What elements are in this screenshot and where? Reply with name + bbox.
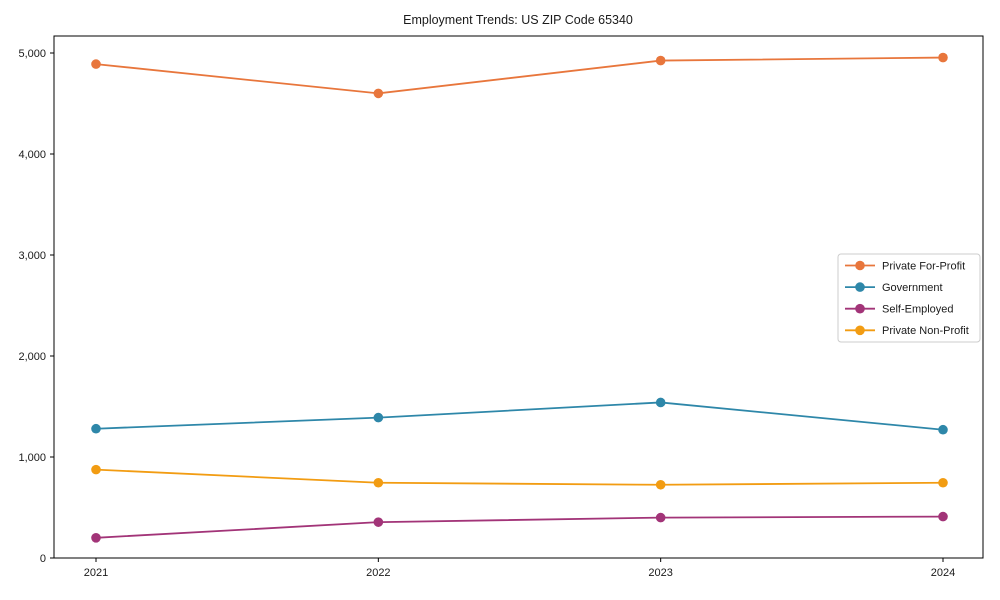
series-private-non-profit xyxy=(91,464,948,490)
legend-label: Private For-Profit xyxy=(882,260,965,272)
series-self-employed xyxy=(91,511,948,543)
x-tick-label: 2023 xyxy=(648,567,672,579)
series-line xyxy=(95,515,944,539)
data-point xyxy=(373,412,384,423)
data-point xyxy=(91,533,101,543)
data-point xyxy=(938,511,948,522)
plot-border xyxy=(53,35,984,559)
data-point xyxy=(373,88,384,99)
data-point xyxy=(91,423,101,434)
series-government xyxy=(91,397,948,435)
legend-marker-icon xyxy=(855,303,865,314)
legend-marker-icon xyxy=(855,260,865,271)
legend-item: Private Non-Profit xyxy=(845,325,969,337)
data-point xyxy=(91,59,101,69)
legend: Private For-Profit Government Self-Employe… xyxy=(837,253,981,343)
legend-box xyxy=(837,253,981,343)
data-point xyxy=(655,479,666,490)
series-private-for-profit xyxy=(91,52,948,99)
legend-marker-icon xyxy=(855,282,865,292)
plot-area: 0 1,000 2,000 3,000 4,000 5,000 2021 2022 2023 20… xyxy=(18,35,984,579)
x-tick-label: 2021 xyxy=(84,567,108,579)
y-tick-label: 3,000 xyxy=(18,250,46,262)
y-tick-label: 1,000 xyxy=(18,452,46,464)
y-tick-label: 4,000 xyxy=(18,149,46,161)
data-point xyxy=(373,477,384,488)
x-tick-label: 2022 xyxy=(366,567,390,579)
chart-title: Employment Trends: US ZIP Code 65340 xyxy=(403,13,633,27)
series-line xyxy=(95,401,944,431)
data-point xyxy=(938,52,948,63)
data-point xyxy=(655,55,666,66)
data-point xyxy=(655,397,666,408)
legend-label: Self-Employed xyxy=(882,304,954,316)
series-line xyxy=(95,56,944,95)
y-tick-label: 5,000 xyxy=(18,48,46,60)
x-tick-label: 2024 xyxy=(931,567,955,579)
legend-marker-icon xyxy=(855,325,865,336)
y-tick-label: 0 xyxy=(40,553,46,565)
legend-item: Self-Employed xyxy=(845,304,954,316)
y-tick-label: 2,000 xyxy=(18,351,46,363)
data-point xyxy=(91,464,101,475)
data-point xyxy=(655,512,666,523)
series-line xyxy=(95,468,944,486)
legend-item: Government xyxy=(845,282,943,294)
data-point xyxy=(938,477,948,488)
legend-label: Government xyxy=(882,282,943,294)
legend-item: Private For-Profit xyxy=(845,260,965,272)
legend-label: Private Non-Profit xyxy=(882,325,969,337)
data-point xyxy=(938,424,948,435)
data-point xyxy=(373,517,384,527)
